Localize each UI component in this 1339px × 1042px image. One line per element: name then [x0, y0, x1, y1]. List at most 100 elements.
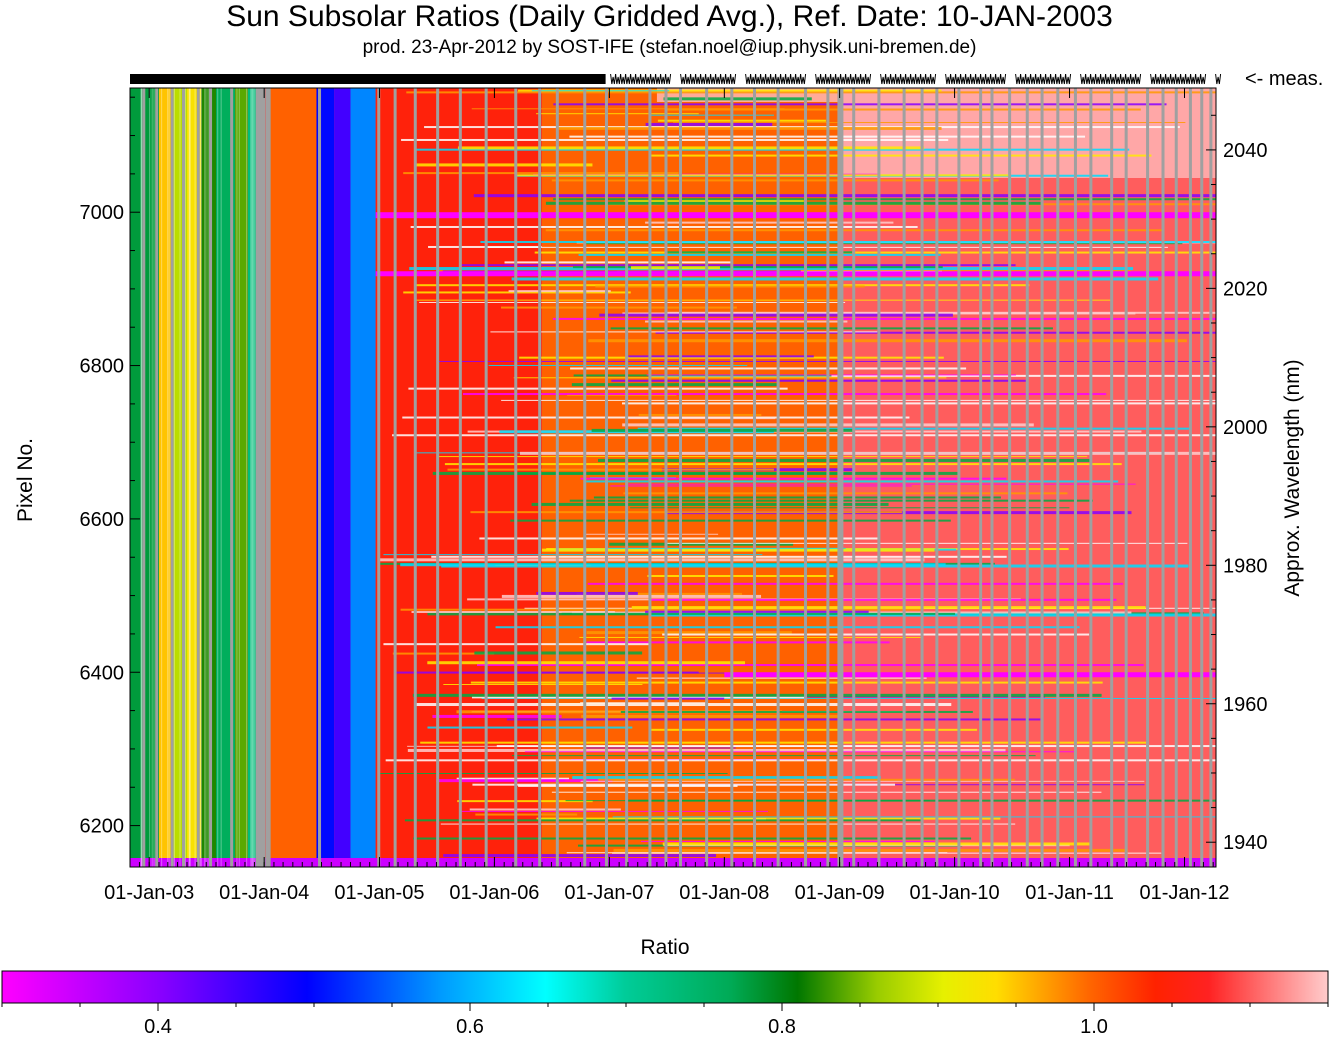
data-stripe [456, 710, 782, 714]
data-gap [514, 88, 518, 867]
data-stripe [598, 458, 1090, 462]
data-stripe [420, 741, 1147, 744]
data-stripe [524, 751, 1076, 753]
data-stripe [508, 290, 611, 293]
data-stripe [404, 819, 922, 822]
data-stripe [556, 126, 942, 130]
meas-mark [1015, 73, 1022, 85]
data-gap [170, 88, 174, 867]
data-stripe [638, 413, 762, 416]
data-stripe [667, 251, 853, 254]
x-tick-label: 01-Jan-10 [910, 882, 1000, 904]
data-stripe [630, 266, 720, 270]
meas-mark [1135, 73, 1142, 85]
meas-mark [965, 73, 972, 85]
data-gap [196, 88, 200, 867]
meas-mark [1105, 73, 1112, 85]
colorbar-bar [1, 970, 1329, 1004]
meas-mark [645, 73, 652, 85]
data-stripe [457, 146, 925, 150]
data-stripe [411, 611, 615, 614]
data-stripe [375, 271, 1216, 277]
meas-mark [835, 73, 842, 85]
meas-mark [695, 73, 702, 85]
data-stripe [252, 88, 254, 867]
data-stripe [640, 840, 935, 842]
meas-mark [915, 73, 922, 85]
data-stripe [412, 837, 972, 840]
data-stripe [392, 652, 495, 655]
x-tick-label: 01-Jan-05 [334, 882, 424, 904]
data-stripe [593, 496, 1001, 499]
y-tick-label: 6400 [80, 662, 125, 684]
data-stripe [573, 374, 832, 377]
data-stripe [662, 842, 1090, 846]
data-stripe [471, 696, 807, 699]
data-gap [678, 88, 682, 867]
data-gap [265, 88, 269, 867]
meas-mark [800, 73, 807, 85]
meas-mark [1200, 73, 1207, 85]
data-stripe [514, 472, 851, 475]
meas-mark [625, 73, 632, 85]
data-stripe [461, 810, 768, 812]
data-stripe [189, 88, 191, 867]
data-gap [181, 88, 185, 867]
data-stripe [586, 480, 1119, 483]
y2-tick-label: 2000 [1223, 417, 1268, 439]
meas-mark [1095, 73, 1102, 85]
data-gap [826, 88, 830, 867]
colorbar-label: Ratio [640, 936, 690, 959]
meas-mark [840, 73, 847, 85]
data-stripe [383, 554, 763, 556]
meas-mark [815, 73, 822, 85]
y-tick-label: 6800 [80, 356, 125, 378]
meas-mark [780, 73, 787, 85]
data-stripe [637, 427, 1192, 430]
colorbar: 0.4 0.6 0.8 1.0 [1, 970, 1329, 1038]
data-stripe [469, 808, 621, 811]
data-stripe [217, 88, 219, 867]
data-stripe [207, 88, 209, 867]
meas-mark [820, 73, 827, 85]
data-stripe [611, 379, 1028, 382]
data-gap [393, 88, 397, 867]
data-stripe [651, 598, 1117, 601]
data-stripe [151, 88, 153, 867]
data-stripe [476, 664, 1144, 667]
meas-mark [700, 73, 707, 85]
meas-mark [1040, 73, 1047, 85]
data-stripe [579, 636, 922, 638]
meas-mark [685, 73, 692, 85]
meas-mark [795, 73, 802, 85]
data-gap [436, 88, 440, 867]
meas-mark [1065, 73, 1072, 85]
data-stripe [541, 548, 935, 552]
meas-mark [825, 73, 832, 85]
data-gap [852, 88, 856, 867]
data-band [350, 88, 376, 867]
data-stripe [657, 119, 826, 122]
meas-mark [610, 73, 617, 85]
meas-mark [615, 73, 622, 85]
data-gap [837, 88, 844, 867]
data-stripe [595, 285, 865, 288]
data-band [235, 88, 248, 867]
data-stripe [161, 88, 163, 867]
data-stripe [553, 198, 1216, 201]
data-stripe [531, 90, 670, 92]
data-stripe [610, 485, 912, 487]
data-gap [267, 88, 271, 867]
data-stripe [627, 418, 776, 420]
data-stripe [490, 331, 878, 333]
data-stripe [409, 267, 1134, 271]
meas-mark [1090, 73, 1097, 85]
data-stripe [645, 320, 848, 323]
meas-mark [1025, 73, 1032, 85]
data-stripe [649, 728, 978, 731]
data-stripe [630, 507, 1070, 509]
data-gap [155, 88, 159, 867]
data-stripe [141, 88, 143, 867]
data-stripe [531, 502, 889, 506]
data-stripe [447, 468, 774, 471]
